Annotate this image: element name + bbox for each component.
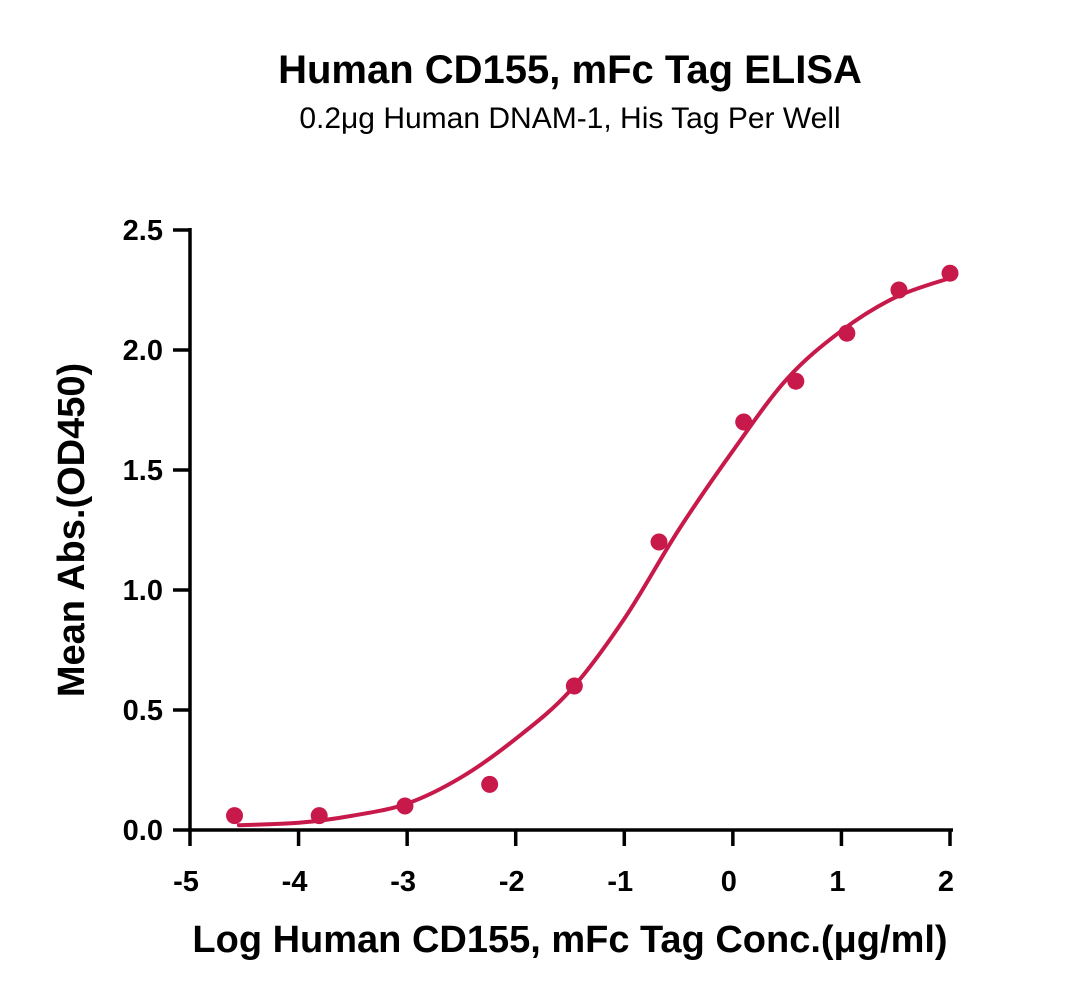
data-point	[226, 807, 244, 825]
data-point	[787, 372, 805, 390]
data-point	[310, 807, 328, 825]
y-tick-label: 1.5	[123, 455, 163, 487]
data-point	[565, 677, 583, 695]
data-point	[838, 324, 856, 342]
chart-subtitle: 0.2μg Human DNAM-1, His Tag Per Well	[299, 102, 840, 135]
axes	[188, 228, 953, 832]
y-tick-label: 2.0	[123, 335, 163, 367]
data-point	[941, 264, 959, 282]
data-point	[735, 413, 753, 431]
data-points	[226, 264, 959, 825]
x-tick-label: -2	[499, 866, 525, 898]
y-tick-label: 2.5	[123, 215, 163, 247]
chart-title: Human CD155, mFc Tag ELISA	[278, 48, 862, 92]
fit-curve	[236, 276, 952, 828]
x-tick-label: -3	[390, 866, 416, 898]
y-axis-title: Mean Abs.(OD450)	[51, 363, 93, 697]
x-axis-ticks: -5 -4 -3 -2 -1 0 1 2	[173, 830, 954, 898]
fit-curve-group	[236, 276, 952, 828]
x-tick-label: -5	[173, 866, 199, 898]
y-tick-label: 1.0	[123, 575, 163, 607]
data-point	[890, 281, 908, 299]
x-axis-title: Log Human CD155, mFc Tag Conc.(μg/ml)	[192, 919, 947, 961]
data-point	[650, 533, 668, 551]
data-point	[396, 797, 414, 815]
y-tick-label: 0.5	[123, 695, 163, 727]
x-tick-label: 0	[721, 866, 737, 898]
x-tick-label: 1	[829, 866, 845, 898]
x-tick-label: -4	[282, 866, 308, 898]
data-point	[481, 775, 499, 793]
y-tick-label: 0.0	[123, 815, 163, 847]
x-tick-label: -1	[607, 866, 633, 898]
x-tick-label: 2	[938, 866, 954, 898]
y-axis-ticks: 0.0 0.5 1.0 1.5 2.0 2.5	[123, 215, 190, 847]
